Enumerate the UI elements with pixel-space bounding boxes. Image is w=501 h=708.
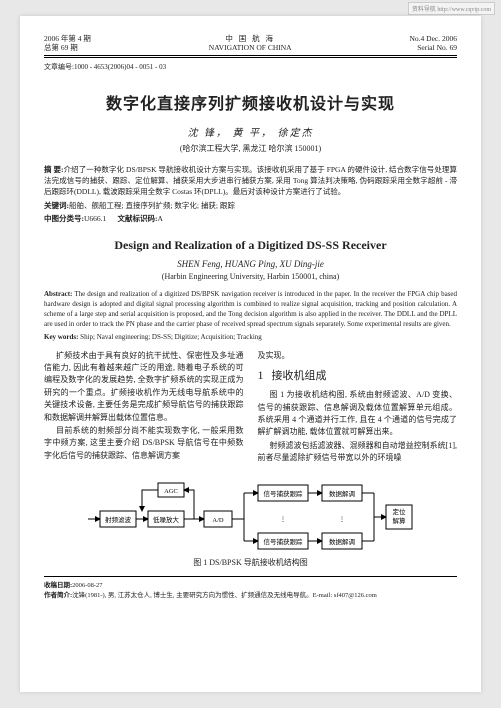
received-value: 2006-08-27 bbox=[72, 582, 102, 589]
keywords-en-label: Key words: bbox=[44, 333, 78, 341]
clc-value: U666.1 bbox=[84, 214, 106, 223]
intro-p1: 扩频技术由于具有良好的抗干扰性、保密性及多址通信能力, 因此有着越来越广泛的用途… bbox=[44, 350, 244, 424]
node-acq1: 信号捕获跟踪 bbox=[263, 489, 303, 498]
title-cn: 数字化直接序列扩频接收机设计与实现 bbox=[44, 90, 457, 114]
journal-title-en: NAVIGATION OF CHINA bbox=[209, 43, 292, 52]
node-pos-l1: 定位 bbox=[392, 507, 406, 516]
intro-p2-cont: 及实现。 bbox=[258, 350, 458, 362]
header-rule-2 bbox=[44, 57, 457, 58]
node-dots2: ⋮ bbox=[338, 516, 345, 523]
section-1-heading: 1 接收机组成 bbox=[258, 366, 458, 385]
abstract-en-text: The design and realization of a digitize… bbox=[44, 290, 457, 328]
footer-block: 收稿日期:2006-08-27 作者简介:沈锋(1981-), 男, 江苏太仓人… bbox=[44, 576, 457, 601]
keywords-cn-label: 关键词: bbox=[44, 201, 69, 210]
section-1-number: 1 bbox=[258, 368, 264, 382]
author-bio-label: 作者简介: bbox=[44, 592, 72, 599]
intro-p2: 目前系统的射频部分尚不能实现数字化, 一般采用数字中频方案, 这里主要介绍 DS… bbox=[44, 425, 244, 462]
received-date: 收稿日期:2006-08-27 bbox=[44, 581, 457, 591]
node-ad: A/D bbox=[212, 517, 224, 524]
node-dem4: 数据解调 bbox=[329, 537, 355, 546]
header-left-l1: 2006 年第 4 期 bbox=[44, 34, 91, 43]
authors-cn: 沈 锋， 黄 平， 徐定杰 bbox=[44, 124, 457, 139]
header-center: 中 国 航 海 NAVIGATION OF CHINA bbox=[209, 34, 292, 53]
header-left: 2006 年第 4 期 总第 69 期 bbox=[44, 34, 91, 53]
keywords-en-block: Key words: Ship; Naval engineering; DS-S… bbox=[44, 332, 457, 342]
figure-1-caption: 图 1 DS/BPSK 导航接收机结构图 bbox=[44, 557, 457, 568]
node-dem1: 数据解调 bbox=[329, 489, 355, 498]
abstract-cn-label: 摘 要: bbox=[44, 165, 64, 174]
column-left: 扩频技术由于具有良好的抗干扰性、保密性及多址通信能力, 因此有着越来越广泛的用途… bbox=[44, 350, 244, 466]
title-en: Design and Realization of a Digitized DS… bbox=[44, 238, 457, 253]
figure-1: 射频滤波 低噪放大 A/D AGC 信号捕获跟踪 数据解调 bbox=[44, 471, 457, 568]
header-right-l1: No.4 Dec. 2006 bbox=[410, 34, 458, 43]
abstract-cn-text: 介绍了一种数字化 DS/BPSK 导航接收机设计方案与实现。该接收机采用了基于 … bbox=[44, 165, 457, 197]
journal-title-cn: 中 国 航 海 bbox=[209, 34, 292, 43]
node-lna: 低噪放大 bbox=[153, 515, 180, 524]
column-right: 及实现。 1 接收机组成 图 1 为接收机结构图, 系统由射频滤波、A/D 变换… bbox=[258, 350, 458, 466]
abstract-en-block: Abstract: The design and realization of … bbox=[44, 289, 457, 330]
article-id: 文章编号:1000 - 4653(2006)04 - 0051 - 03 bbox=[44, 62, 457, 72]
page: 2006 年第 4 期 总第 69 期 中 国 航 海 NAVIGATION O… bbox=[20, 16, 481, 692]
sec1-p2: 射频滤波包括滤波器、混频器和自动增益控制系统[1], 前者尽量滤除扩频信号带宽以… bbox=[258, 440, 458, 465]
clc-label: 中图分类号: bbox=[44, 214, 84, 223]
header-rule-1 bbox=[44, 55, 457, 56]
keywords-cn-block: 关键词:船舶、舰船工程; 直接序列扩频; 数字化; 捕获; 跟踪 bbox=[44, 200, 457, 211]
body-columns: 扩频技术由于具有良好的抗干扰性、保密性及多址通信能力, 因此有着越来越广泛的用途… bbox=[44, 350, 457, 466]
doc-code-value: A bbox=[158, 214, 163, 223]
author-bio: 作者简介:沈锋(1981-), 男, 江苏太仓人, 博士生, 主要研究方向为惯性… bbox=[44, 591, 457, 601]
received-label: 收稿日期: bbox=[44, 582, 72, 589]
abstract-en-label: Abstract: bbox=[44, 290, 72, 298]
affiliation-cn: (哈尔滨工程大学, 黑龙江 哈尔滨 150001) bbox=[44, 143, 457, 154]
keywords-cn-text: 船舶、舰船工程; 直接序列扩频; 数字化; 捕获; 跟踪 bbox=[69, 201, 235, 210]
keywords-en-text: Ship; Naval engineering; DS-SS; Digitize… bbox=[80, 333, 262, 341]
node-rf: 射频滤波 bbox=[105, 515, 132, 524]
node-dots1: ⋮ bbox=[279, 516, 286, 523]
author-bio-text: 沈锋(1981-), 男, 江苏太仓人, 博士生, 主要研究方向为惯性、扩频通信… bbox=[72, 592, 377, 599]
watermark: 资料导航 http://www.cqvip.com bbox=[408, 2, 495, 15]
node-agc: AGC bbox=[164, 488, 178, 495]
sec1-p1: 图 1 为接收机结构图, 系统由射频滤波、A/D 变换、信号的捕获跟踪、信息解调… bbox=[258, 389, 458, 439]
node-pos-l2: 解算 bbox=[392, 516, 406, 525]
receiver-block-diagram: 射频滤波 低噪放大 A/D AGC 信号捕获跟踪 数据解调 bbox=[86, 471, 416, 553]
section-1-title: 接收机组成 bbox=[272, 370, 327, 382]
affiliation-en: (Harbin Engineering University, Harbin 1… bbox=[44, 272, 457, 281]
classification-block: 中图分类号:U666.1 文献标识码:A bbox=[44, 213, 457, 224]
doc-code-label: 文献标识码: bbox=[118, 214, 158, 223]
running-header: 2006 年第 4 期 总第 69 期 中 国 航 海 NAVIGATION O… bbox=[44, 34, 457, 53]
abstract-cn-block: 摘 要:介绍了一种数字化 DS/BPSK 导航接收机设计方案与实现。该接收机采用… bbox=[44, 164, 457, 198]
header-left-l2: 总第 69 期 bbox=[44, 43, 91, 52]
node-acq4: 信号捕获跟踪 bbox=[263, 537, 303, 546]
header-right-l2: Serial No. 69 bbox=[410, 43, 458, 52]
header-right: No.4 Dec. 2006 Serial No. 69 bbox=[410, 34, 458, 53]
authors-en: SHEN Feng, HUANG Ping, XU Ding-jie bbox=[44, 259, 457, 269]
